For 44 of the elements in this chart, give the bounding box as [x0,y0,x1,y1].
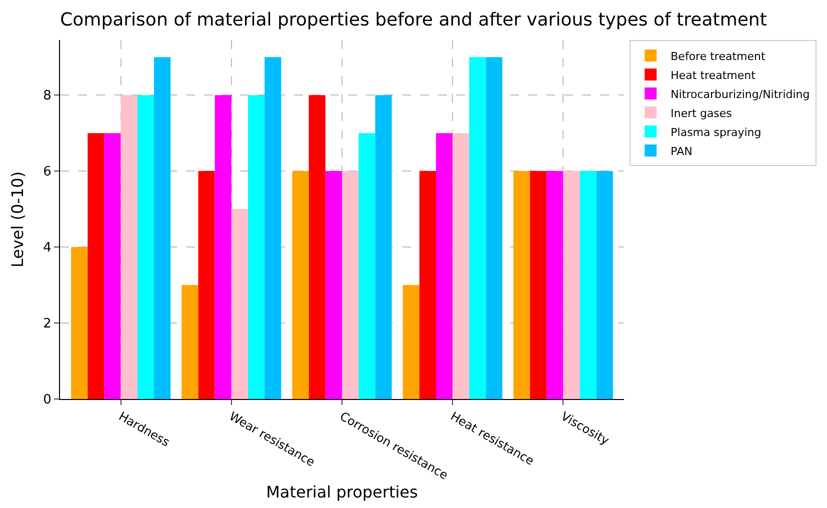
bar [214,95,232,399]
bar [530,171,547,399]
bar [436,133,453,399]
bar [137,95,154,399]
bar [563,171,580,399]
bar [375,95,392,399]
bar [325,171,342,399]
bar [486,57,502,399]
bar [308,95,326,399]
bar [342,171,359,399]
bar [546,171,564,399]
x-axis-title: Material properties [266,482,418,502]
bar [419,171,436,399]
bar [120,95,138,399]
y-tick-label: 0 [43,392,52,408]
legend-label: Before treatment [670,50,766,63]
y-tick-label: 2 [43,316,52,332]
y-tick-label: 8 [43,88,52,104]
bar [154,57,171,399]
legend-label: Plasma spraying [670,126,762,139]
bar [513,171,530,399]
y-axis-title: Level (0-10) [8,171,28,268]
legend-label: Inert gases [670,106,732,120]
bar [198,171,215,399]
bar [182,285,198,399]
bar [358,133,376,399]
bar [402,285,420,399]
bar [469,57,486,399]
bar [596,171,613,399]
bar [292,171,309,399]
bar [88,133,104,399]
legend-label: Nitrocarburizing/Nitriding [670,88,810,101]
legend-label: Heat treatment [670,68,756,82]
bar [71,247,88,399]
bar [452,133,470,399]
bar [104,133,121,399]
y-tick-label: 4 [43,240,52,256]
bar [264,57,282,399]
y-tick-label: 6 [43,164,52,180]
chart-title: Comparison of material properties before and after various types of treatment [60,9,767,30]
bar [580,171,596,399]
bar [231,209,248,399]
bar [248,95,265,399]
legend-label: PAN [670,144,692,158]
